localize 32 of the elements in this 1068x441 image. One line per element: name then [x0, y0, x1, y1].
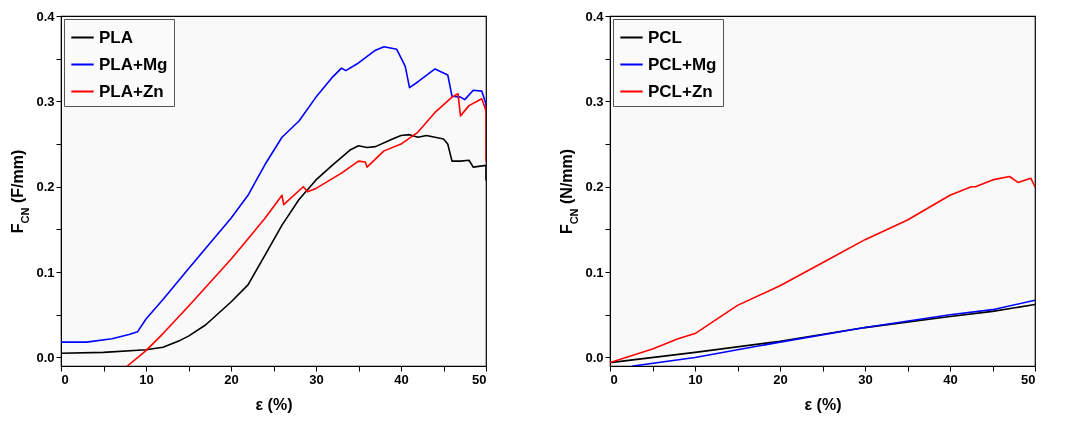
y-tick-label: 0.3: [585, 93, 604, 109]
x-axis-title: ε (%): [804, 395, 842, 413]
y-tick-label: 0.3: [36, 93, 55, 109]
x-tick-label: 40: [394, 371, 409, 387]
legend-label: PCL+Mg: [648, 54, 717, 74]
x-tick-label: 50: [472, 371, 487, 387]
x-tick-label: 0: [61, 371, 69, 387]
legend-label: PLA+Mg: [99, 54, 168, 74]
x-tick-label: 20: [224, 371, 239, 387]
line-series: [610, 175, 1035, 364]
y-tick-label: 0.0: [585, 349, 604, 365]
y-tick-label: 0.1: [36, 264, 55, 280]
x-tick-label: 40: [943, 371, 958, 387]
x-axis-title: ε (%): [255, 395, 293, 413]
x-tick-label: 10: [688, 371, 703, 387]
legend-label: PCL+Zn: [648, 81, 713, 101]
x-tick-label: 50: [1021, 371, 1036, 387]
y-tick-label: 0.0: [36, 349, 55, 365]
x-tick-label: 10: [139, 371, 154, 387]
x-tick-label: 20: [773, 371, 788, 387]
y-tick-label: 0.2: [585, 179, 604, 195]
x-tick-label: 30: [309, 371, 324, 387]
legend-label: PCL: [648, 27, 682, 47]
x-tick-label: 0: [610, 371, 618, 387]
line-series: [61, 45, 486, 343]
y-tick-label: 0.4: [36, 8, 56, 24]
y-tick-label: 0.1: [585, 264, 604, 280]
x-tick-label: 30: [858, 371, 873, 387]
legend-label: PLA: [99, 27, 133, 47]
y-tick-label: 0.4: [585, 8, 605, 24]
y-tick-label: 0.2: [36, 179, 55, 195]
legend-label: PLA+Zn: [99, 81, 164, 101]
